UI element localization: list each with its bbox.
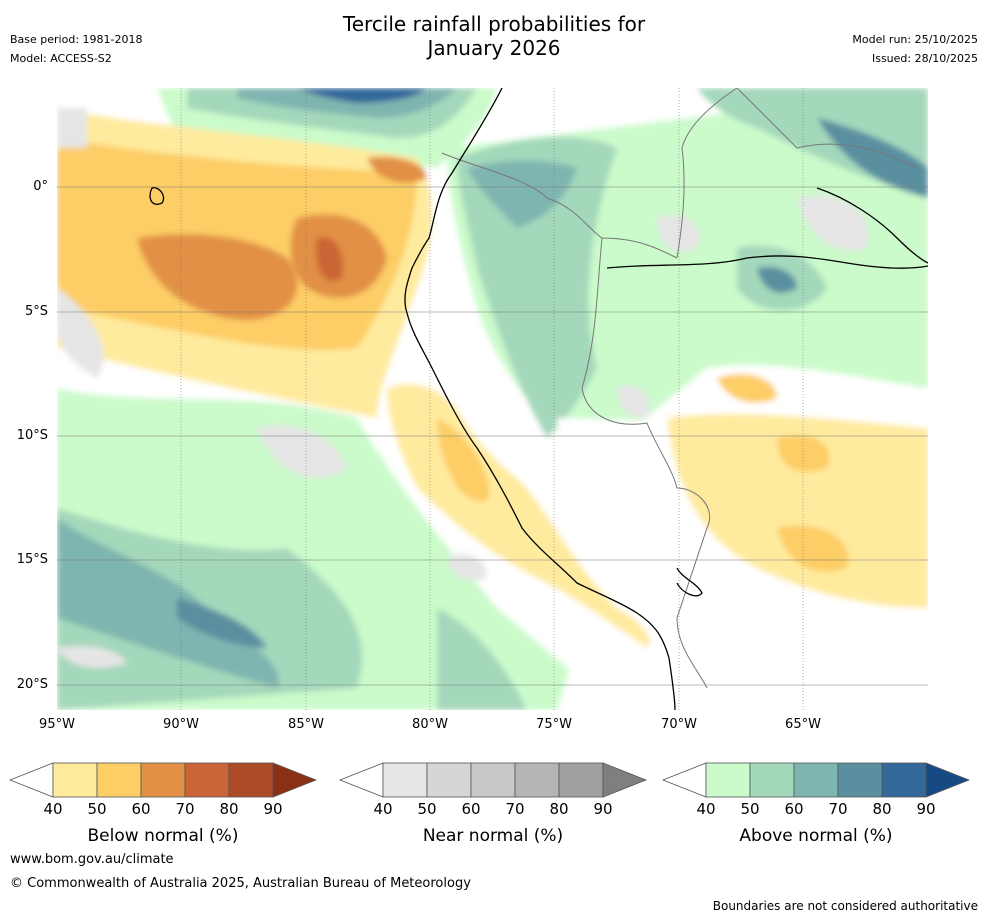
colorbar-strip	[8, 762, 971, 798]
above-swatch-1	[705, 762, 751, 798]
near-tick-50: 50	[417, 800, 437, 818]
below-swatch-4	[184, 762, 230, 798]
colorbar-above-normal	[661, 762, 971, 798]
footer-disclaimer: Boundaries are not considered authoritat…	[712, 899, 978, 913]
coastline	[149, 88, 928, 710]
near-swatch-1	[382, 762, 428, 798]
above-tick-40: 40	[696, 800, 716, 818]
near-tick-60: 60	[461, 800, 481, 818]
probability-map	[57, 88, 928, 710]
above-extend-high	[925, 762, 971, 798]
below-extend-high	[272, 762, 318, 798]
above-tick-60: 60	[784, 800, 804, 818]
below-swatch-3	[140, 762, 186, 798]
near-normal-title: Near normal (%)	[422, 826, 564, 846]
colorbar-below-normal	[8, 762, 318, 798]
title-line-2: January 2026	[427, 36, 561, 60]
lon-label-65w: 65°W	[785, 717, 821, 732]
above-swatch-4	[837, 762, 883, 798]
graticule	[57, 88, 928, 710]
below-normal-title: Below normal (%)	[87, 826, 239, 846]
near-tick-70: 70	[505, 800, 525, 818]
map-fill-layer	[57, 88, 928, 710]
above-swatch-3	[793, 762, 839, 798]
issued-date: Issued: 28/10/2025	[871, 52, 978, 65]
meta-right: Model run: 25/10/2025 Issued: 28/10/2025	[852, 30, 978, 68]
lat-label-20s: 20°S	[16, 677, 48, 692]
near-extend-low	[338, 762, 384, 798]
title-line-1: Tercile rainfall probabilities for	[342, 12, 646, 36]
country-boundaries	[441, 88, 918, 689]
lon-label-75w: 75°W	[536, 717, 572, 732]
above-swatch-2	[749, 762, 795, 798]
below-swatch-5	[228, 762, 274, 798]
near-swatch-2	[426, 762, 472, 798]
near-tick-80: 80	[549, 800, 569, 818]
lon-label-85w: 85°W	[288, 717, 324, 732]
below-tick-80: 80	[219, 800, 239, 818]
near-tick-90: 90	[593, 800, 613, 818]
below-swatch-2	[96, 762, 142, 798]
colorbar-near-normal	[338, 762, 648, 798]
near-extend-high	[602, 762, 648, 798]
above-extend-low	[661, 762, 707, 798]
model-run: Model run: 25/10/2025	[852, 33, 978, 46]
below-tick-60: 60	[131, 800, 151, 818]
lon-label-95w: 95°W	[39, 717, 75, 732]
near-swatch-4	[514, 762, 560, 798]
footer-copyright: © Commonwealth of Australia 2025, Austra…	[10, 876, 471, 891]
above-tick-50: 50	[740, 800, 760, 818]
base-period: Base period: 1981-2018	[10, 33, 143, 46]
chart-title: Tercile rainfall probabilities for Janua…	[0, 12, 988, 60]
meta-left: Base period: 1981-2018 Model: ACCESS-S2	[10, 30, 142, 68]
footer-url[interactable]: www.bom.gov.au/climate	[10, 852, 174, 867]
above-tick-70: 70	[828, 800, 848, 818]
lat-label-0: 0°	[33, 179, 48, 194]
below-swatch-1	[52, 762, 98, 798]
lon-label-70w: 70°W	[661, 717, 697, 732]
model-name: Model: ACCESS-S2	[10, 52, 112, 65]
lat-label-15s: 15°S	[16, 552, 48, 567]
lat-label-10s: 10°S	[16, 428, 48, 443]
below-tick-90: 90	[263, 800, 283, 818]
above-tick-80: 80	[872, 800, 892, 818]
near-swatch-5	[558, 762, 604, 798]
above-swatch-5	[881, 762, 927, 798]
below-tick-40: 40	[43, 800, 63, 818]
lon-label-80w: 80°W	[412, 717, 448, 732]
below-extend-low	[8, 762, 54, 798]
lat-label-5s: 5°S	[24, 304, 48, 319]
above-normal-title: Above normal (%)	[739, 826, 893, 846]
below-tick-70: 70	[175, 800, 195, 818]
lon-label-90w: 90°W	[163, 717, 199, 732]
near-swatch-3	[470, 762, 516, 798]
below-tick-50: 50	[87, 800, 107, 818]
above-tick-90: 90	[916, 800, 936, 818]
near-tick-40: 40	[373, 800, 393, 818]
